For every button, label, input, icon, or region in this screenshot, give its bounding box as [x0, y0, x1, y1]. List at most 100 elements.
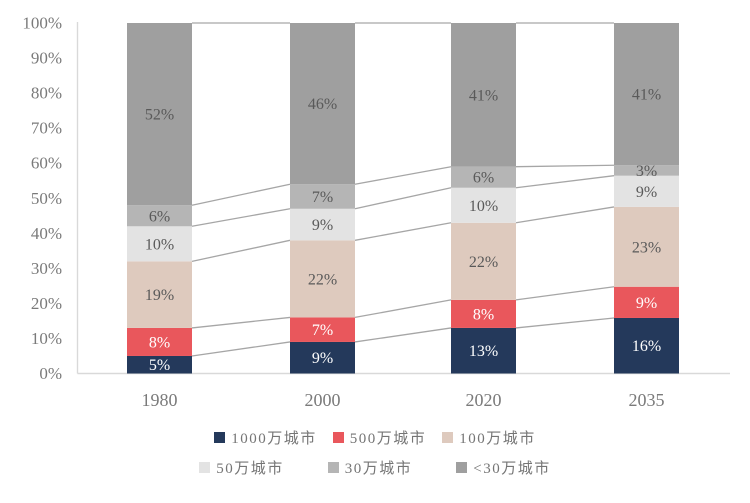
connector-line: [191, 239, 291, 262]
segment-label: 22%: [469, 254, 498, 271]
bar-segment: [451, 327, 516, 374]
segment-label: 8%: [473, 306, 494, 323]
legend-label: <30万城市: [473, 461, 551, 477]
segment-label: 13%: [469, 343, 498, 360]
y-tick-label: 40%: [31, 224, 62, 243]
y-tick-label: 90%: [31, 49, 62, 68]
bar-segment: [614, 23, 679, 166]
y-tick-label: 0%: [39, 364, 62, 383]
connector-line: [354, 187, 452, 210]
legend-row: 50万城市 30万城市 <30万城市: [199, 457, 551, 478]
segment-label: 41%: [469, 87, 498, 104]
segment-label: 5%: [149, 357, 170, 374]
bar-segment: [290, 317, 355, 342]
bar-segment: [127, 355, 192, 374]
legend-label: 30万城市: [344, 461, 413, 477]
segment-label: 10%: [469, 198, 498, 215]
bar-segment: [451, 187, 516, 223]
category-label: 2020: [466, 390, 502, 410]
y-tick-label: 70%: [31, 119, 62, 138]
connector-line: [515, 317, 615, 329]
y-tick-label: 60%: [31, 154, 62, 173]
segment-label: 10%: [145, 236, 174, 253]
category-label: 2035: [629, 390, 665, 410]
connector-line: [191, 183, 291, 206]
legend-item: 1000万城市: [214, 427, 317, 448]
y-tick-label: 30%: [31, 259, 62, 278]
connector-line: [354, 299, 452, 319]
segment-label: 46%: [308, 96, 337, 113]
legend-label: 100万城市: [459, 431, 536, 447]
category-label: 2000: [305, 390, 341, 410]
y-tick-label: 20%: [31, 294, 62, 313]
segment-label: 41%: [632, 87, 661, 104]
bar-segment: [451, 166, 516, 188]
bar-segment: [614, 175, 679, 207]
bar-segment: [451, 23, 516, 167]
legend-item: <30万城市: [456, 457, 550, 478]
connector-line: [354, 327, 452, 343]
connector-line: [191, 316, 291, 329]
bar-segment: [290, 184, 355, 209]
segment-label: 7%: [312, 322, 333, 339]
connector-line: [515, 286, 615, 301]
connector-line: [354, 222, 452, 241]
bar-segment: [290, 23, 355, 185]
chart-legend: 1000万城市 500万城市 100万城市 50万城市 30万城市 <30万城市: [0, 427, 750, 478]
segment-label: 3%: [636, 163, 657, 180]
segment-label: 9%: [312, 217, 333, 234]
bar-segment: [614, 165, 679, 176]
segment-label: 8%: [149, 334, 170, 351]
connector-line: [515, 175, 615, 189]
legend-swatch-icon: [327, 462, 339, 473]
legend-item: 30万城市: [327, 457, 413, 478]
bar-segment: [614, 206, 679, 287]
y-tick-label: 100%: [22, 14, 62, 33]
bar-segment: [127, 205, 192, 227]
connector-line: [191, 341, 291, 357]
legend-item: 100万城市: [442, 427, 536, 448]
stacked-bar-chart: 0% 10% 20% 30% 40% 50% 60% 70% 80% 90% 100% 5% 8% 19%…: [22, 14, 730, 410]
legend-label: 1000万城市: [231, 431, 317, 447]
legend-item: 500万城市: [332, 427, 427, 448]
y-tick-label: 10%: [31, 329, 62, 348]
segment-label: 9%: [636, 295, 657, 312]
connector-line: [515, 164, 615, 168]
segment-label: 23%: [632, 239, 661, 256]
y-tick-label: 50%: [31, 189, 62, 208]
legend-swatch-icon: [442, 432, 454, 443]
connector-line: [191, 208, 291, 227]
legend-label: 50万城市: [216, 461, 284, 477]
segment-label: 6%: [473, 170, 494, 187]
bar-segment: [290, 341, 355, 374]
segment-label: 9%: [312, 350, 333, 367]
connector-line: [354, 166, 452, 185]
bar-segment: [127, 23, 192, 206]
connector-line: [515, 206, 615, 224]
bar-segment: [614, 317, 679, 374]
bar-segment: [290, 240, 355, 318]
bar-segment: [127, 261, 192, 328]
legend-label: 500万城市: [349, 431, 427, 447]
legend-row: 1000万城市 500万城市 100万城市: [214, 427, 536, 448]
legend-swatch-icon: [332, 432, 344, 443]
category-label: 1980: [142, 390, 178, 410]
segment-label: 7%: [312, 189, 333, 206]
segment-label: 9%: [636, 184, 657, 201]
segment-label: 16%: [632, 338, 661, 355]
segment-label: 52%: [145, 107, 174, 124]
y-tick-label: 80%: [31, 84, 62, 103]
segment-label: 19%: [145, 287, 174, 304]
bar-segment: [127, 226, 192, 262]
bar-segment: [290, 208, 355, 241]
bar-segment: [451, 299, 516, 328]
legend-swatch-icon: [456, 462, 468, 473]
bar-segment: [614, 286, 679, 318]
legend-item: 50万城市: [199, 457, 284, 478]
legend-swatch-icon: [214, 432, 226, 443]
segment-label: 6%: [149, 208, 170, 225]
segment-label: 22%: [308, 271, 337, 288]
bar-segment: [127, 327, 192, 356]
legend-swatch-icon: [199, 462, 211, 473]
